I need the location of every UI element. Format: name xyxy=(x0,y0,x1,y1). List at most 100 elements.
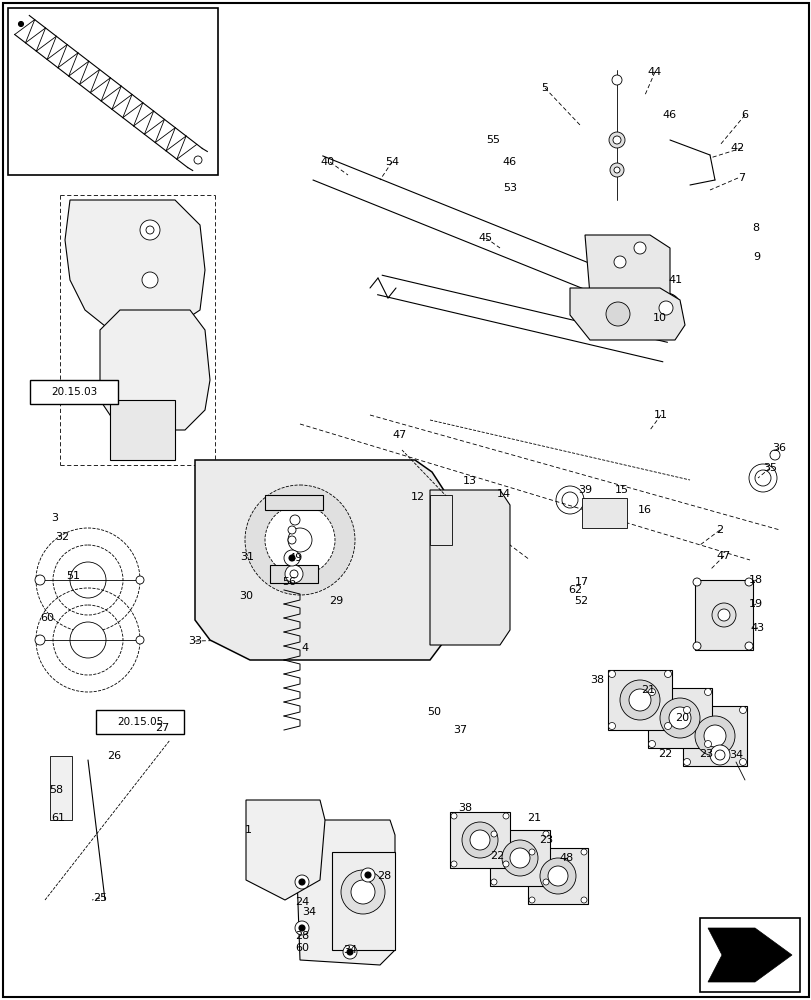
Circle shape xyxy=(294,875,309,889)
Text: 33: 33 xyxy=(188,636,202,646)
Circle shape xyxy=(139,220,160,240)
Circle shape xyxy=(501,840,538,876)
Circle shape xyxy=(581,849,586,855)
Bar xyxy=(8,8,217,175)
Circle shape xyxy=(717,609,729,621)
Circle shape xyxy=(194,156,202,164)
Circle shape xyxy=(709,745,729,765)
Text: 19: 19 xyxy=(748,599,762,609)
Text: 6: 6 xyxy=(740,110,748,120)
Circle shape xyxy=(650,293,680,323)
Circle shape xyxy=(648,688,654,696)
Text: 36: 36 xyxy=(771,443,785,453)
Circle shape xyxy=(612,136,620,144)
Circle shape xyxy=(290,570,298,578)
Bar xyxy=(527,848,587,904)
Text: 23: 23 xyxy=(539,835,552,845)
Circle shape xyxy=(629,689,650,711)
Bar xyxy=(264,495,323,510)
Circle shape xyxy=(142,272,158,288)
Text: 46: 46 xyxy=(662,110,676,120)
Text: 13: 13 xyxy=(462,476,476,486)
Circle shape xyxy=(284,550,299,566)
Circle shape xyxy=(350,880,375,904)
Circle shape xyxy=(528,849,534,855)
Circle shape xyxy=(609,163,623,177)
Text: 20.15.05: 20.15.05 xyxy=(117,717,163,727)
Circle shape xyxy=(744,578,752,586)
Text: 30: 30 xyxy=(238,591,253,601)
Text: 31: 31 xyxy=(240,552,254,562)
Circle shape xyxy=(146,226,154,234)
Circle shape xyxy=(608,132,624,148)
Circle shape xyxy=(714,750,724,760)
Text: 47: 47 xyxy=(716,551,730,561)
Text: 40: 40 xyxy=(320,157,335,167)
Text: 21: 21 xyxy=(526,813,540,823)
Text: 49: 49 xyxy=(289,553,303,563)
Text: 8: 8 xyxy=(752,223,758,233)
Circle shape xyxy=(663,670,671,678)
Polygon shape xyxy=(65,200,204,330)
Text: 56: 56 xyxy=(281,577,296,587)
Text: 48: 48 xyxy=(560,853,573,863)
Text: 39: 39 xyxy=(577,485,591,495)
Circle shape xyxy=(605,302,629,326)
Polygon shape xyxy=(430,490,509,645)
Text: 50: 50 xyxy=(427,707,440,717)
Circle shape xyxy=(245,485,354,595)
Circle shape xyxy=(361,868,375,882)
Bar xyxy=(270,565,318,583)
Circle shape xyxy=(491,831,496,837)
Circle shape xyxy=(502,813,508,819)
Circle shape xyxy=(491,879,496,885)
Text: 38: 38 xyxy=(457,803,471,813)
Circle shape xyxy=(692,578,700,586)
Text: 37: 37 xyxy=(453,725,466,735)
Circle shape xyxy=(70,562,106,598)
Circle shape xyxy=(694,716,734,756)
Circle shape xyxy=(450,813,457,819)
Circle shape xyxy=(769,450,779,460)
Text: 55: 55 xyxy=(486,135,500,145)
Text: 62: 62 xyxy=(567,585,581,595)
Text: 9: 9 xyxy=(753,252,760,262)
Text: 25: 25 xyxy=(92,893,107,903)
Bar xyxy=(30,380,118,404)
Text: 10: 10 xyxy=(652,313,666,323)
Text: 42: 42 xyxy=(730,143,744,153)
Circle shape xyxy=(502,861,508,867)
Circle shape xyxy=(509,848,530,868)
Text: 45: 45 xyxy=(478,233,492,243)
Circle shape xyxy=(739,706,745,714)
Text: 41: 41 xyxy=(668,275,682,285)
Circle shape xyxy=(703,725,725,747)
Polygon shape xyxy=(246,800,324,900)
Text: 34: 34 xyxy=(728,750,742,760)
Circle shape xyxy=(659,301,672,315)
Polygon shape xyxy=(109,400,175,460)
Circle shape xyxy=(35,575,45,585)
Circle shape xyxy=(607,670,615,678)
Bar xyxy=(647,688,711,748)
Text: 3: 3 xyxy=(51,513,58,523)
Text: 26: 26 xyxy=(107,751,121,761)
Circle shape xyxy=(739,758,745,766)
Circle shape xyxy=(135,576,144,584)
Text: 53: 53 xyxy=(502,183,517,193)
Circle shape xyxy=(298,879,305,885)
Circle shape xyxy=(264,505,335,575)
Bar xyxy=(694,580,752,650)
Circle shape xyxy=(648,740,654,748)
Circle shape xyxy=(289,555,294,561)
Text: 28: 28 xyxy=(294,931,309,941)
Circle shape xyxy=(692,642,700,650)
Circle shape xyxy=(135,636,144,644)
Circle shape xyxy=(543,879,548,885)
Text: 27: 27 xyxy=(155,723,169,733)
Text: 60: 60 xyxy=(294,943,309,953)
Text: 12: 12 xyxy=(410,492,424,502)
Text: 17: 17 xyxy=(574,577,588,587)
Circle shape xyxy=(613,256,625,268)
Circle shape xyxy=(663,722,671,730)
